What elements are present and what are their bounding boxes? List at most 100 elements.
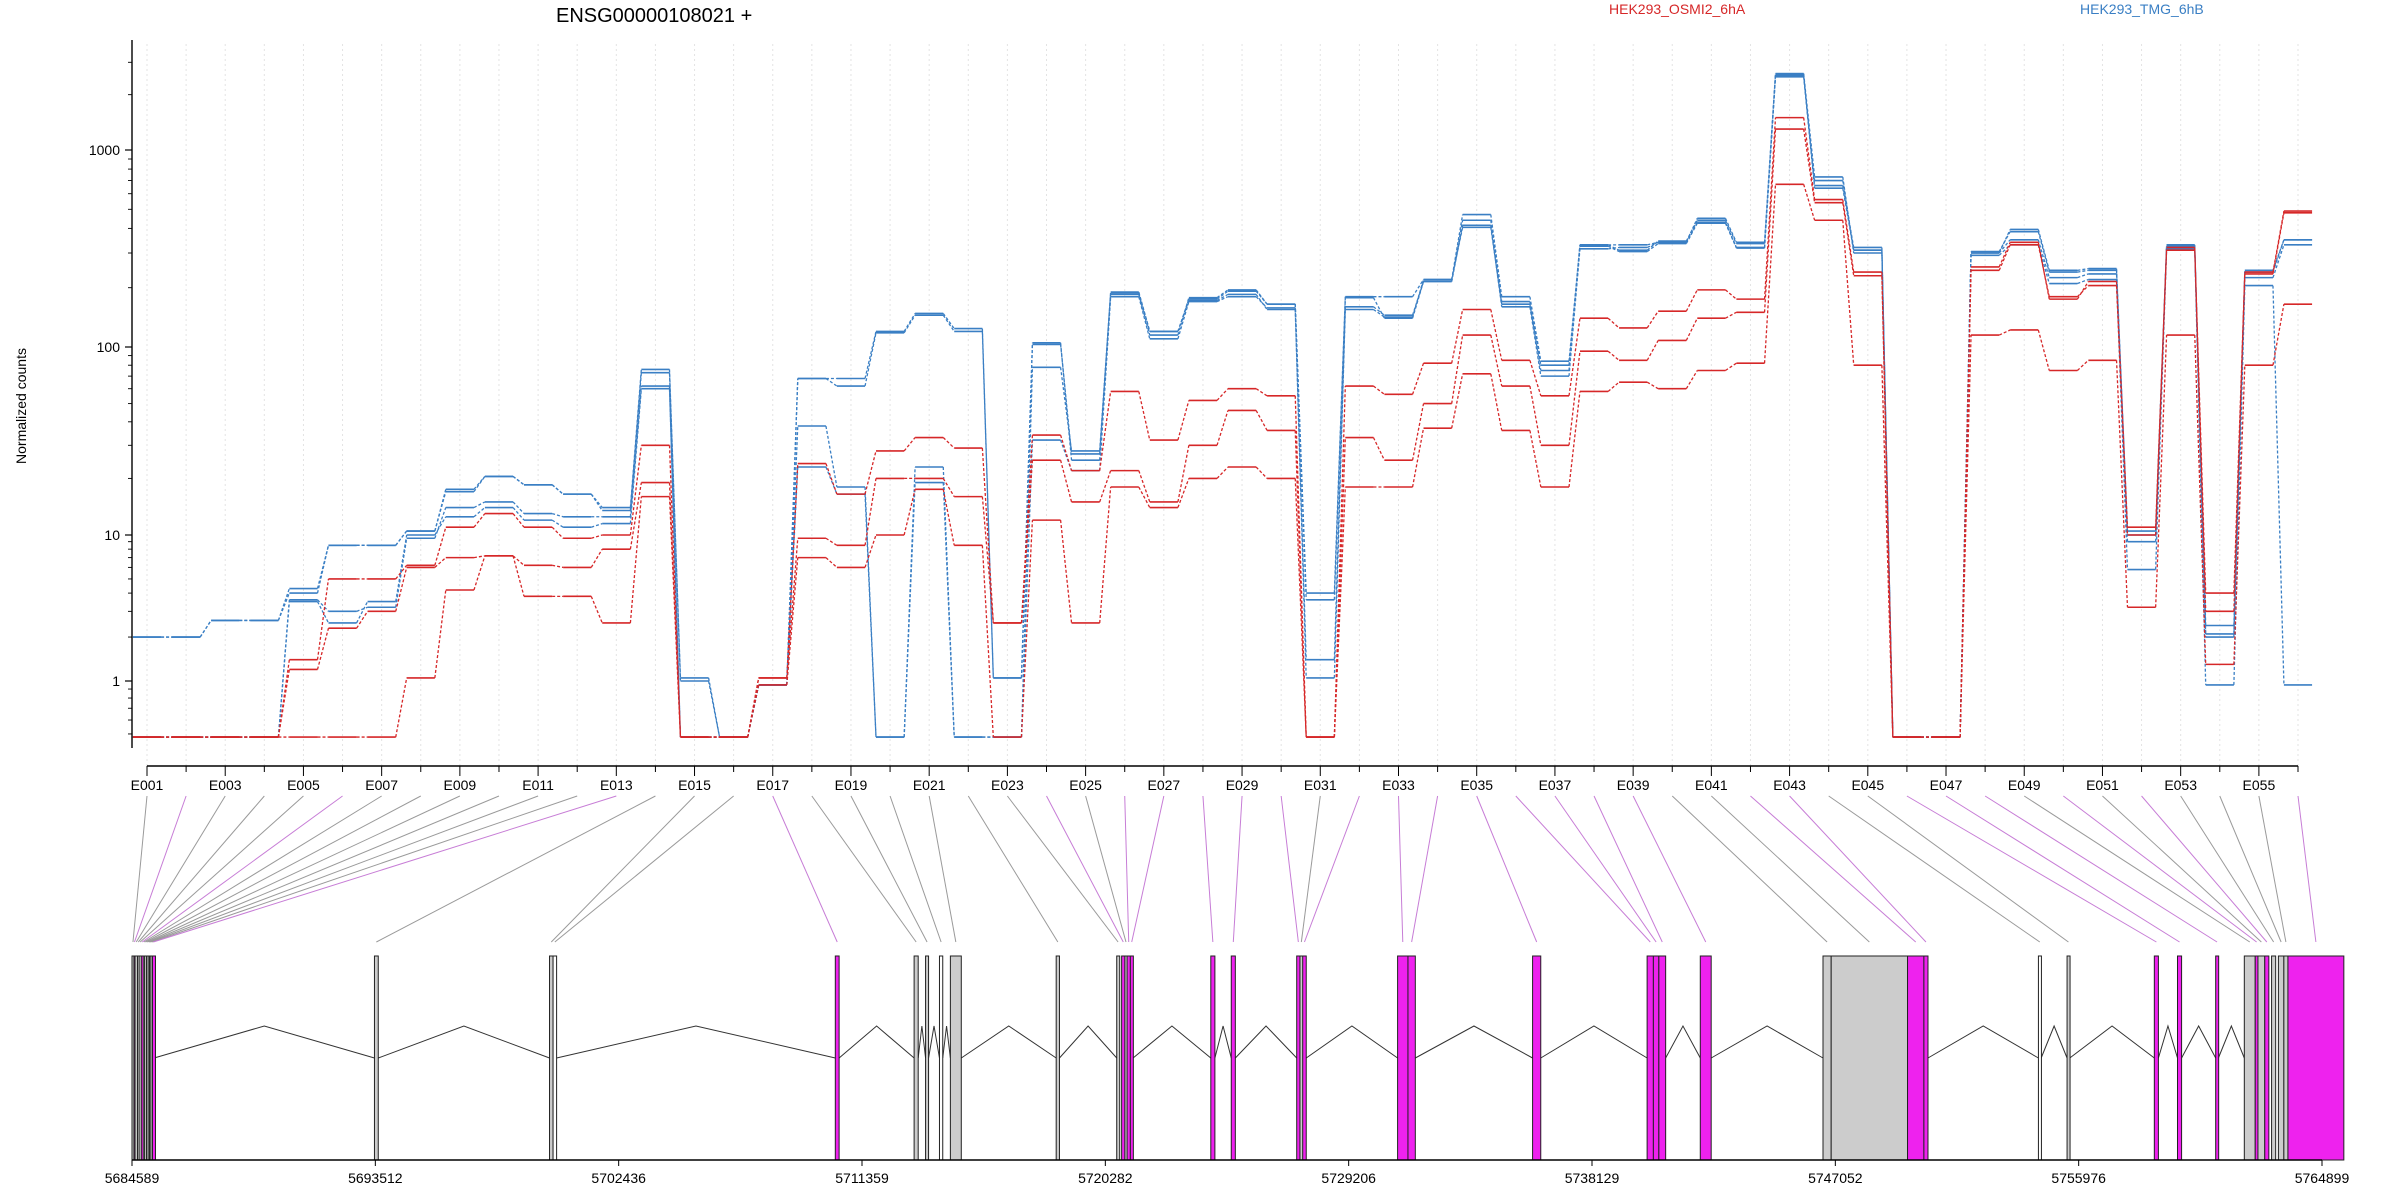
series-connector [2154, 250, 2168, 536]
series-connector [1998, 242, 2011, 268]
intron-line [1132, 1025, 1212, 1059]
series-connector [1451, 227, 1464, 280]
series-connector [2272, 285, 2285, 685]
series-connector [1020, 460, 1034, 623]
x-tick-label: E029 [1226, 777, 1259, 793]
series-connector [1099, 296, 1112, 471]
series-connector [1059, 460, 1073, 503]
series-connector [1568, 391, 1581, 488]
genomic-tick-label: 5764899 [2295, 1170, 2350, 1186]
series-connector [786, 557, 799, 685]
series-connector [981, 496, 994, 623]
series-connector [1372, 297, 1385, 319]
series-connector [1529, 385, 1542, 446]
series-connector [1998, 244, 2011, 271]
series-connector [316, 601, 330, 624]
series-connector [1490, 225, 1503, 307]
series-connector [316, 578, 330, 660]
series-connector [2233, 273, 2246, 612]
exon-connector [135, 795, 226, 943]
y-axis-label: Normalized counts [13, 348, 29, 464]
series-connector [1177, 478, 1190, 508]
series-connector [1059, 367, 1073, 452]
x-tick-label: E025 [1069, 777, 1102, 793]
series-connector [2194, 250, 2207, 612]
genomic-tick-label: 5738129 [1565, 1170, 1620, 1186]
series-connector [1568, 318, 1581, 396]
intron-line [153, 1025, 375, 1059]
x-tick-label: E047 [1930, 777, 1963, 793]
series-connector [1216, 296, 1229, 303]
series-connector [473, 513, 486, 528]
series-connector [551, 512, 564, 518]
series-connector [1099, 470, 1112, 503]
exon-box [913, 955, 919, 1161]
x-tick-label: E003 [209, 777, 242, 793]
exon-connector [151, 795, 578, 943]
exon-connector [1789, 795, 1927, 943]
series-connector [512, 555, 525, 566]
series-connector [2272, 304, 2285, 366]
exon-connector [149, 795, 539, 943]
exon-box [2153, 955, 2159, 1161]
series-connector [903, 482, 916, 738]
series-connector [1138, 296, 1151, 340]
series-connector [864, 478, 877, 546]
x-tick-label: E033 [1382, 777, 1415, 793]
series-connector [434, 589, 447, 678]
series-connector [1138, 486, 1151, 508]
series-connector [1646, 310, 1659, 329]
series-connector [1881, 272, 1894, 738]
series-connector [1607, 381, 1620, 392]
series-connector [2077, 278, 2089, 285]
series-connector [2077, 273, 2089, 279]
exon-connector [1945, 795, 2180, 943]
series-connector [1411, 362, 1425, 395]
axes: 1 10 100 1000 E001 E003 E005 E007 E009 E011 E013 E0… [89, 40, 2299, 793]
series-connector [786, 463, 799, 678]
y-tick-label: 1000 [89, 142, 120, 158]
x-tick-label: E053 [2164, 777, 2197, 793]
series-connector [707, 680, 721, 738]
exon-box [1055, 955, 1060, 1161]
intron-line [942, 1025, 951, 1059]
series-connector [434, 527, 447, 566]
series-connector [1216, 290, 1229, 300]
series-connector [1216, 466, 1229, 479]
series-connector [316, 545, 330, 594]
exon-connector [1828, 795, 2041, 943]
series-connector [1529, 301, 1542, 366]
series-connector [2154, 335, 2168, 608]
intron-line [2217, 1024, 2245, 1059]
x-tick-label: E051 [2086, 777, 2119, 793]
legend-label-tmg: HEK293_TMG_6hB [2080, 1, 2204, 17]
exon-connector [811, 795, 917, 943]
series-connector [864, 332, 877, 387]
series-connector [1803, 117, 1816, 200]
x-tick-label: E041 [1695, 777, 1728, 793]
x-tick-label: E011 [522, 777, 554, 793]
series-connector [2115, 360, 2129, 608]
series-connector [434, 557, 447, 568]
series-connector [2037, 329, 2050, 371]
series-connector [590, 493, 603, 511]
exon-box [1116, 955, 1121, 1161]
intron-line [2181, 1024, 2217, 1059]
series-connector [591, 534, 603, 539]
exon-box [1397, 955, 1409, 1161]
series-connector [668, 496, 682, 738]
exon-box [1658, 955, 1667, 1161]
series-connector [1138, 470, 1151, 503]
series-connector [1529, 430, 1542, 488]
series-connector [1177, 297, 1190, 336]
series-connector [1803, 128, 1816, 203]
exon-box [2271, 955, 2277, 1161]
series-connector [1725, 311, 1737, 319]
exon-connector [1554, 795, 1657, 943]
series-connector [1529, 360, 1542, 397]
series-connector [903, 437, 916, 452]
exon-connector [134, 795, 187, 943]
series-connector [1607, 245, 1620, 253]
series-connector [629, 388, 642, 524]
series-connector [395, 534, 408, 602]
